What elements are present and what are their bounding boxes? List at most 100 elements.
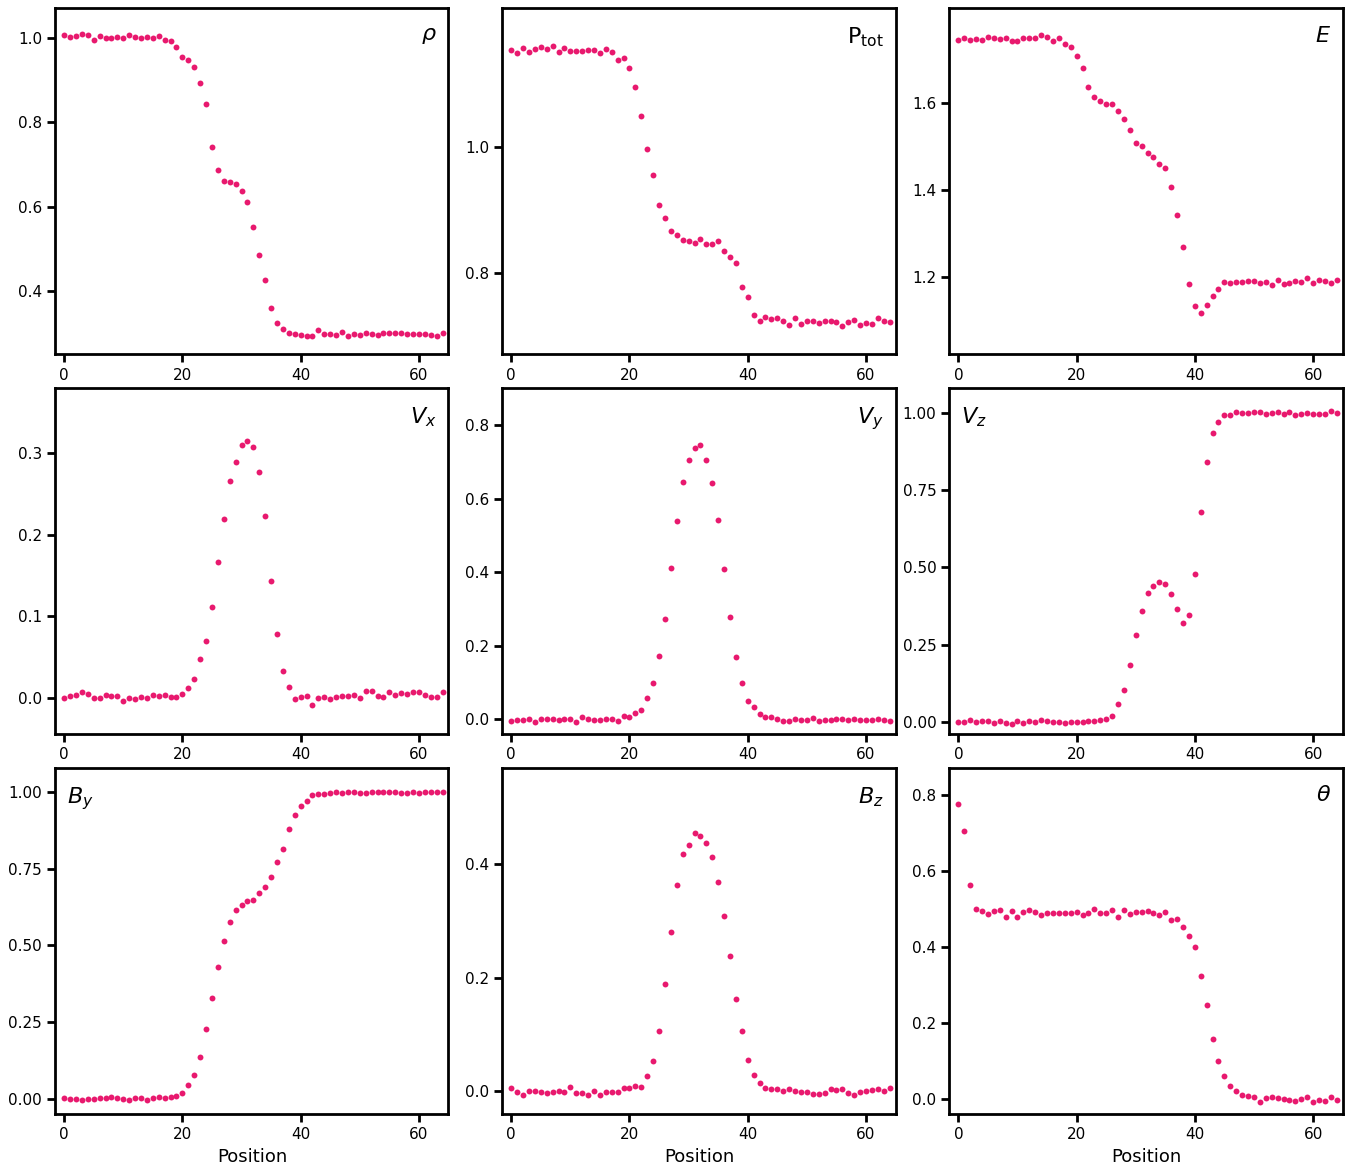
Point — [989, 711, 1011, 730]
Point — [1260, 1088, 1282, 1107]
Point — [1101, 94, 1123, 113]
Point — [1019, 29, 1040, 48]
Point — [689, 826, 711, 845]
Point — [1325, 1091, 1347, 1109]
Point — [207, 957, 228, 976]
Point — [648, 647, 670, 666]
Point — [249, 463, 270, 481]
Point — [124, 690, 146, 709]
Point — [1297, 404, 1319, 423]
Point — [631, 1078, 653, 1097]
Point — [725, 648, 747, 667]
Point — [1113, 900, 1135, 919]
Point — [107, 687, 128, 706]
Point — [1255, 1089, 1277, 1108]
Point — [778, 1080, 800, 1099]
Point — [689, 230, 711, 249]
Point — [290, 325, 312, 344]
Point — [338, 326, 359, 345]
Point — [361, 325, 382, 344]
Point — [420, 688, 442, 707]
Point — [313, 688, 335, 707]
Point — [308, 321, 330, 339]
Point — [736, 691, 758, 710]
Point — [755, 308, 777, 326]
Point — [666, 225, 688, 244]
Point — [266, 625, 288, 643]
Point — [832, 316, 854, 335]
Point — [1096, 904, 1117, 923]
Point — [1278, 274, 1300, 292]
Point — [554, 1082, 576, 1101]
Point — [984, 902, 1005, 920]
Point — [1148, 573, 1170, 592]
Point — [343, 783, 365, 802]
Point — [159, 1087, 181, 1106]
Point — [355, 323, 377, 342]
Point — [331, 323, 353, 342]
Point — [177, 679, 199, 697]
Point — [1101, 707, 1123, 726]
Point — [1250, 1092, 1271, 1111]
Point — [536, 40, 558, 59]
Point — [880, 1079, 901, 1098]
Point — [1108, 908, 1129, 926]
Point — [326, 326, 347, 345]
Point — [172, 48, 193, 67]
Point — [584, 40, 605, 59]
Point — [396, 684, 417, 703]
Point — [1290, 404, 1312, 423]
Point — [1297, 269, 1319, 288]
Point — [977, 905, 998, 924]
Point — [166, 688, 188, 707]
Point — [607, 711, 628, 730]
Point — [236, 891, 258, 910]
Point — [678, 231, 700, 250]
Point — [796, 710, 817, 729]
Point — [254, 507, 276, 526]
Point — [1036, 711, 1058, 730]
Text: $B_z$: $B_z$ — [858, 785, 884, 809]
Point — [577, 41, 598, 60]
Point — [390, 323, 412, 342]
Point — [119, 26, 141, 45]
Point — [1178, 606, 1200, 625]
Point — [1196, 996, 1217, 1014]
Point — [331, 783, 353, 802]
Point — [130, 688, 151, 707]
Point — [172, 684, 193, 703]
Point — [366, 686, 388, 704]
Point — [607, 1082, 628, 1101]
Point — [373, 688, 394, 707]
Point — [319, 324, 340, 343]
Point — [426, 326, 447, 345]
Point — [1315, 405, 1336, 424]
Point — [349, 325, 370, 344]
Point — [542, 36, 563, 55]
Point — [231, 895, 253, 913]
Point — [184, 669, 205, 688]
Point — [584, 1081, 605, 1100]
Point — [636, 1066, 658, 1085]
Point — [272, 661, 293, 680]
Point — [432, 324, 454, 343]
Point — [947, 31, 969, 49]
Point — [589, 1085, 611, 1104]
Point — [802, 1085, 824, 1104]
Point — [231, 436, 253, 454]
Point — [1208, 1052, 1229, 1071]
Point — [947, 795, 969, 814]
Point — [713, 906, 735, 925]
Point — [825, 312, 847, 331]
Point — [855, 710, 877, 729]
Point — [313, 785, 335, 804]
Point — [420, 325, 442, 344]
Point — [507, 1082, 528, 1101]
Point — [577, 1086, 598, 1105]
Point — [1196, 452, 1217, 471]
Text: $V_y$: $V_y$ — [858, 405, 884, 432]
Point — [761, 708, 782, 727]
Point — [984, 28, 1005, 47]
Point — [1325, 270, 1347, 289]
Point — [512, 39, 534, 58]
